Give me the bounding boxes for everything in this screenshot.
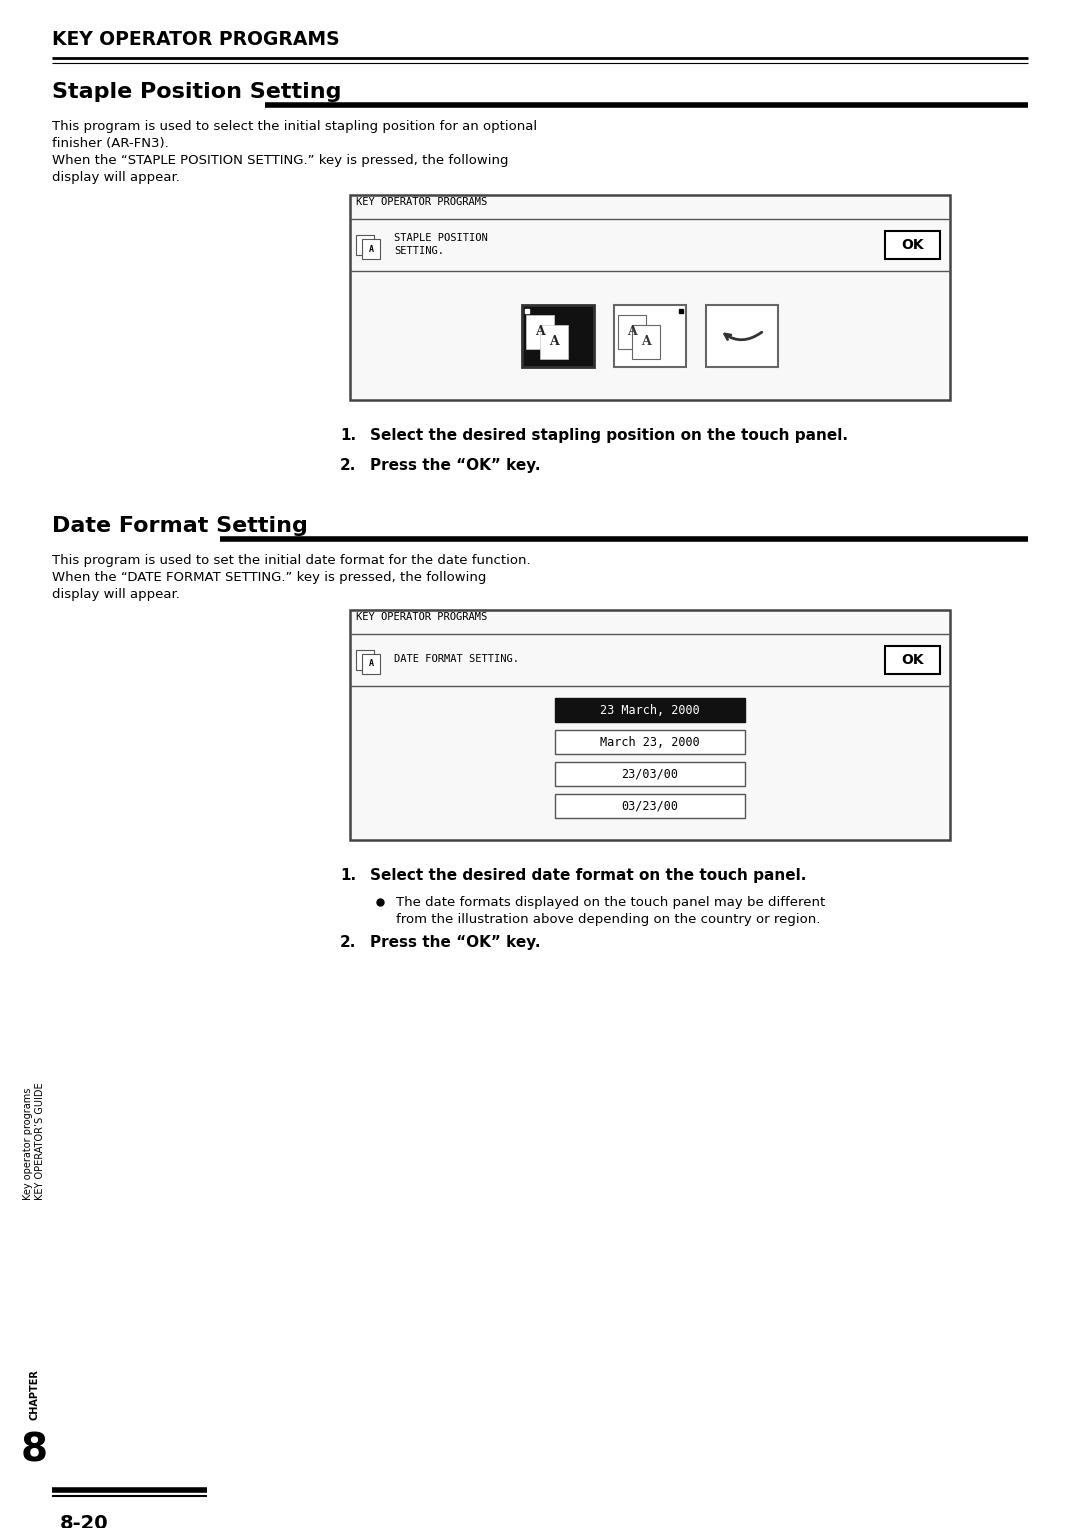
Bar bbox=[615, 304, 686, 367]
Text: A: A bbox=[368, 244, 374, 254]
Text: DATE FORMAT SETTING.: DATE FORMAT SETTING. bbox=[394, 654, 519, 665]
Bar bbox=[362, 654, 380, 674]
Text: March 23, 2000: March 23, 2000 bbox=[600, 735, 700, 749]
Text: 8: 8 bbox=[21, 1432, 48, 1468]
Text: When the “STAPLE POSITION SETTING.” key is pressed, the following: When the “STAPLE POSITION SETTING.” key … bbox=[52, 154, 509, 167]
Text: 2.: 2. bbox=[340, 935, 356, 950]
Bar bbox=[885, 646, 940, 674]
Text: Date Format Setting: Date Format Setting bbox=[52, 516, 308, 536]
Text: A: A bbox=[368, 660, 374, 669]
Bar bbox=[362, 238, 380, 260]
Text: Select the desired date format on the touch panel.: Select the desired date format on the to… bbox=[370, 868, 807, 883]
Text: 1.: 1. bbox=[340, 428, 356, 443]
Bar bbox=[540, 324, 568, 359]
Text: Staple Position Setting: Staple Position Setting bbox=[52, 83, 341, 102]
Bar bbox=[522, 304, 594, 367]
Text: Press the “OK” key.: Press the “OK” key. bbox=[370, 458, 540, 474]
Text: This program is used to select the initial stapling position for an optional: This program is used to select the initi… bbox=[52, 121, 537, 133]
Text: finisher (AR-FN3).: finisher (AR-FN3). bbox=[52, 138, 168, 150]
Text: KEY OPERATOR PROGRAMS: KEY OPERATOR PROGRAMS bbox=[356, 197, 487, 206]
Text: STAPLE POSITION: STAPLE POSITION bbox=[394, 232, 488, 243]
Text: SETTING.: SETTING. bbox=[394, 246, 444, 257]
Text: 23 March, 2000: 23 March, 2000 bbox=[600, 703, 700, 717]
Bar bbox=[356, 649, 374, 669]
Bar bbox=[885, 231, 940, 260]
Text: 8-20: 8-20 bbox=[60, 1514, 109, 1528]
Text: KEY OPERATOR PROGRAMS: KEY OPERATOR PROGRAMS bbox=[52, 31, 339, 49]
Text: A: A bbox=[627, 325, 637, 338]
Text: display will appear.: display will appear. bbox=[52, 588, 180, 601]
Text: OK: OK bbox=[901, 238, 923, 252]
Text: A: A bbox=[642, 335, 651, 348]
Text: Key operator programs: Key operator programs bbox=[23, 1088, 33, 1199]
Text: CHAPTER: CHAPTER bbox=[29, 1369, 39, 1420]
Bar bbox=[555, 762, 745, 785]
Text: Press the “OK” key.: Press the “OK” key. bbox=[370, 935, 540, 950]
Text: display will appear.: display will appear. bbox=[52, 171, 180, 183]
Bar bbox=[618, 315, 646, 348]
Text: A: A bbox=[535, 325, 545, 338]
Text: 2.: 2. bbox=[340, 458, 356, 474]
Bar bbox=[356, 235, 374, 255]
Bar bbox=[555, 730, 745, 753]
Text: This program is used to set the initial date format for the date function.: This program is used to set the initial … bbox=[52, 555, 530, 567]
Bar bbox=[350, 610, 950, 840]
Text: A: A bbox=[549, 335, 558, 348]
Bar bbox=[526, 315, 554, 348]
Text: Select the desired stapling position on the touch panel.: Select the desired stapling position on … bbox=[370, 428, 848, 443]
Bar bbox=[706, 304, 778, 367]
Bar bbox=[555, 698, 745, 723]
Text: When the “DATE FORMAT SETTING.” key is pressed, the following: When the “DATE FORMAT SETTING.” key is p… bbox=[52, 571, 486, 584]
Text: KEY OPERATOR PROGRAMS: KEY OPERATOR PROGRAMS bbox=[356, 613, 487, 622]
Text: KEY OPERATOR’S GUIDE: KEY OPERATOR’S GUIDE bbox=[35, 1082, 45, 1199]
Bar bbox=[632, 324, 660, 359]
Bar bbox=[555, 795, 745, 817]
Text: OK: OK bbox=[901, 652, 923, 668]
Text: 23/03/00: 23/03/00 bbox=[621, 767, 678, 781]
Text: 03/23/00: 03/23/00 bbox=[621, 799, 678, 813]
Text: The date formats displayed on the touch panel may be different: The date formats displayed on the touch … bbox=[396, 895, 825, 909]
Bar bbox=[350, 196, 950, 400]
Text: 1.: 1. bbox=[340, 868, 356, 883]
Text: from the illustration above depending on the country or region.: from the illustration above depending on… bbox=[396, 914, 821, 926]
